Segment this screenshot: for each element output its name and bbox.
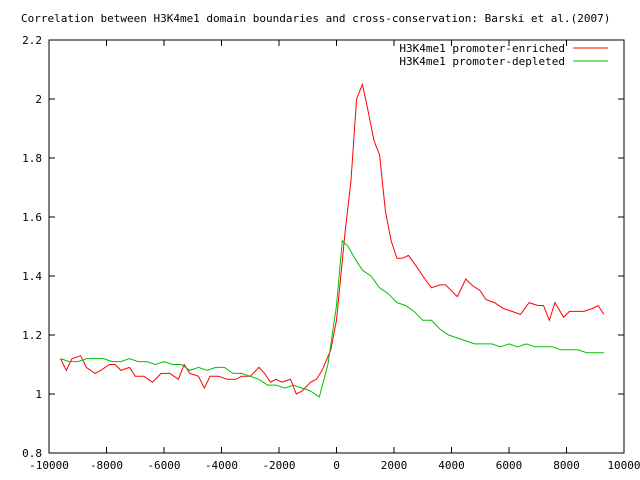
x-tick-label: 8000 bbox=[553, 459, 580, 472]
y-tick-label: 0.8 bbox=[22, 447, 42, 460]
x-tick-label: -8000 bbox=[90, 459, 123, 472]
x-tick-label: 10000 bbox=[607, 459, 640, 472]
y-tick-label: 1 bbox=[35, 388, 42, 401]
axis-ticks: -10000 -8000 -6000 -4000 -2000 0 2000 4000 6000 8… bbox=[22, 34, 640, 472]
y-tick-label: 2 bbox=[35, 93, 42, 106]
series-line-promoter-enriched bbox=[60, 82, 605, 395]
x-tick-label: 0 bbox=[333, 459, 340, 472]
y-tick-label: 2.2 bbox=[22, 34, 42, 47]
x-tick-label: -4000 bbox=[205, 459, 238, 472]
y-tick-label: 1.6 bbox=[22, 211, 42, 224]
y-tick-label: 1.4 bbox=[22, 270, 42, 283]
series-line-promoter-depleted bbox=[60, 239, 604, 398]
x-tick-label: -6000 bbox=[147, 459, 180, 472]
legend-label: H3K4me1 promoter-depleted bbox=[399, 55, 565, 68]
x-tick-label: 2000 bbox=[381, 459, 408, 472]
x-tick-label: 6000 bbox=[496, 459, 523, 472]
x-tick-label: -2000 bbox=[262, 459, 295, 472]
plot-frame bbox=[48, 39, 625, 454]
y-tick-label: 1.2 bbox=[22, 329, 42, 342]
x-tick-label: 4000 bbox=[438, 459, 465, 472]
legend-label: H3K4me1 promoter-enriched bbox=[399, 42, 565, 55]
data-series bbox=[60, 82, 605, 398]
y-tick-label: 1.8 bbox=[22, 152, 42, 165]
x-tick-label: -10000 bbox=[29, 459, 69, 472]
chart-title: Correlation between H3K4me1 domain bound… bbox=[21, 12, 610, 25]
